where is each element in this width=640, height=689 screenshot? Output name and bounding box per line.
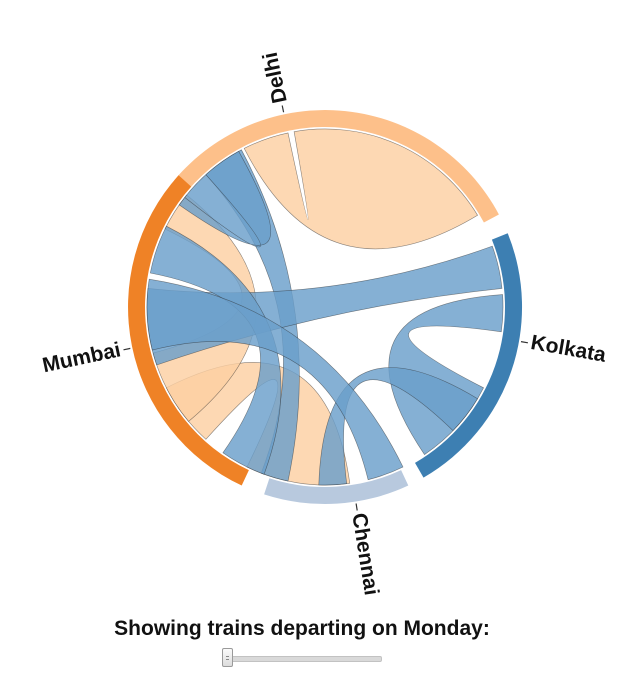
- group-arc-kolkata[interactable]: [415, 233, 523, 478]
- slider-track[interactable]: [228, 656, 382, 662]
- tick-kolkata: [520, 341, 529, 344]
- chord-diagram: Delhi Kolkata Chennai Mumbai: [40, 50, 608, 597]
- chord-10[interactable]: [146, 278, 404, 481]
- group-label-chennai: Chennai: [347, 511, 383, 596]
- chords: [146, 128, 504, 486]
- tick-chennai: [355, 503, 358, 511]
- chord-2[interactable]: [243, 128, 479, 250]
- group-label-delhi: Delhi: [259, 50, 292, 105]
- group-arc-chennai[interactable]: [264, 470, 409, 505]
- group-arc-mumbai[interactable]: [128, 175, 249, 486]
- caption: Showing trains departing on Monday:: [114, 617, 490, 640]
- day-slider[interactable]: [222, 648, 382, 668]
- chord-7[interactable]: [318, 367, 479, 486]
- group-arcs: [128, 110, 523, 505]
- tick-mumbai: [123, 347, 131, 351]
- group-label-kolkata: Kolkata: [529, 331, 608, 367]
- group-arc-delhi[interactable]: [174, 110, 499, 223]
- tick-delhi: [281, 105, 285, 113]
- group-label-mumbai: Mumbai: [40, 338, 122, 377]
- slider-thumb[interactable]: [222, 648, 233, 667]
- chord-9[interactable]: [178, 150, 272, 248]
